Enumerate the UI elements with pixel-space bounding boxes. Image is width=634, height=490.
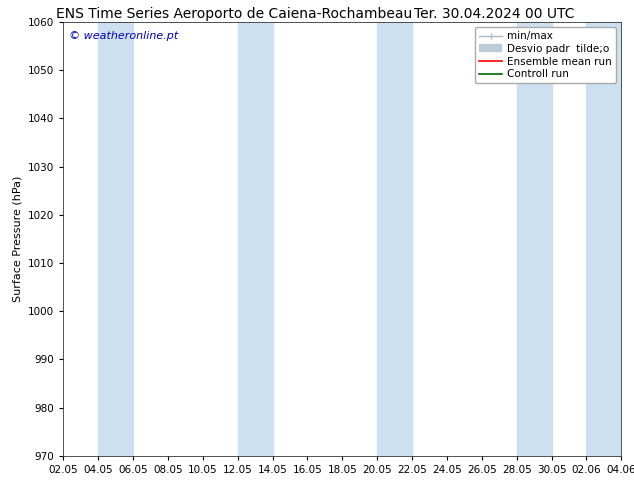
Legend: min/max, Desvio padr  tilde;o, Ensemble mean run, Controll run: min/max, Desvio padr tilde;o, Ensemble m… xyxy=(475,27,616,83)
Bar xyxy=(586,22,621,456)
Text: ENS Time Series Aeroporto de Caiena-Rochambeau: ENS Time Series Aeroporto de Caiena-Roch… xyxy=(56,7,413,22)
Bar xyxy=(377,22,412,456)
Text: © weatheronline.pt: © weatheronline.pt xyxy=(69,31,178,41)
Bar xyxy=(238,22,273,456)
Bar xyxy=(517,22,552,456)
Text: Ter. 30.04.2024 00 UTC: Ter. 30.04.2024 00 UTC xyxy=(414,7,575,22)
Bar xyxy=(98,22,133,456)
Y-axis label: Surface Pressure (hPa): Surface Pressure (hPa) xyxy=(13,176,23,302)
